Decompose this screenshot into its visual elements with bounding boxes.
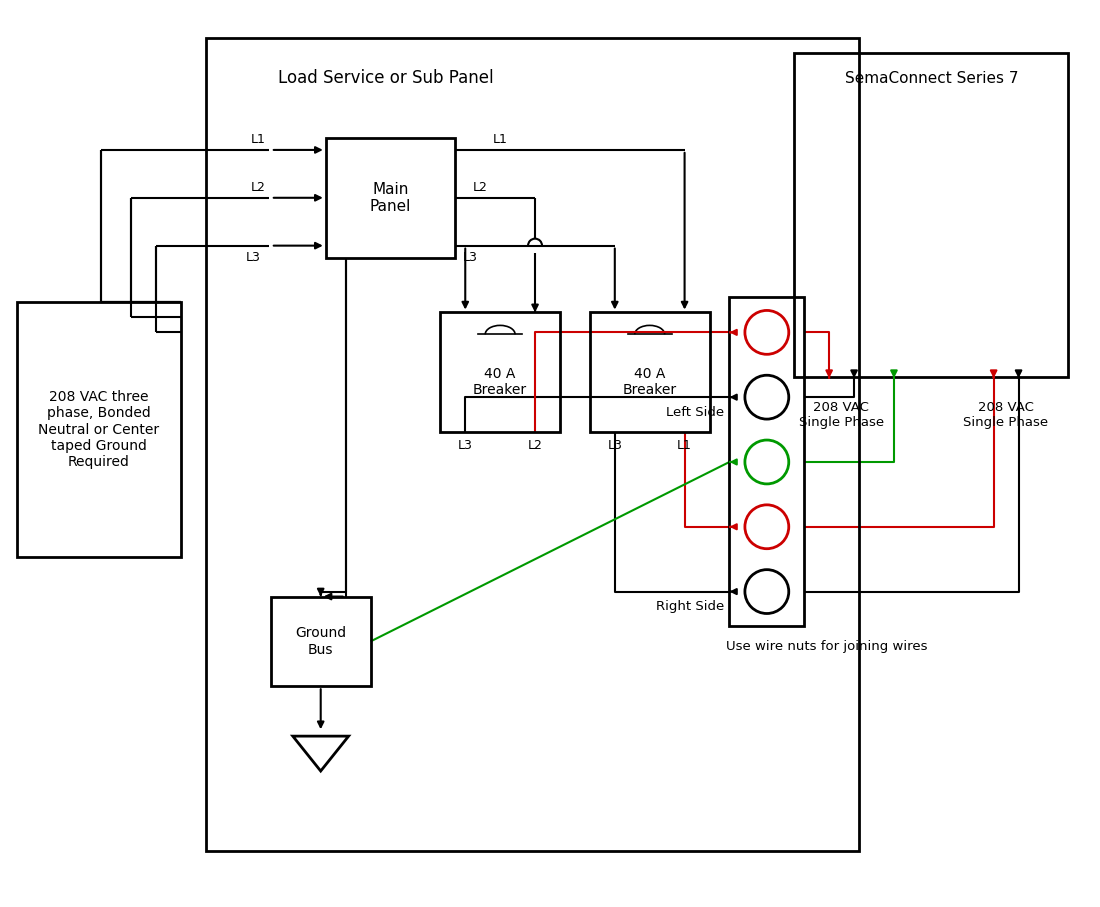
Text: 208 VAC
Single Phase: 208 VAC Single Phase <box>799 401 883 429</box>
Text: L3: L3 <box>463 251 477 264</box>
Text: Use wire nuts for joining wires: Use wire nuts for joining wires <box>726 640 927 653</box>
Text: L2: L2 <box>251 181 265 194</box>
Bar <box>271 597 371 687</box>
Text: 40 A
Breaker: 40 A Breaker <box>473 367 527 397</box>
Text: L1: L1 <box>251 133 265 146</box>
Bar <box>440 312 560 432</box>
Text: 208 VAC three
phase, Bonded
Neutral or Center
taped Ground
Required: 208 VAC three phase, Bonded Neutral or C… <box>39 390 160 469</box>
Text: Right Side: Right Side <box>657 600 725 613</box>
Text: Left Side: Left Side <box>667 405 725 419</box>
Bar <box>326 138 455 258</box>
Text: Load Service or Sub Panel: Load Service or Sub Panel <box>277 69 493 87</box>
Text: SemaConnect Series 7: SemaConnect Series 7 <box>845 71 1019 85</box>
Bar <box>16 302 182 557</box>
Text: L3: L3 <box>245 251 261 264</box>
Text: Main
Panel: Main Panel <box>370 181 411 214</box>
Bar <box>794 54 1068 377</box>
Text: L1: L1 <box>678 438 692 452</box>
Bar <box>729 297 804 627</box>
Text: L2: L2 <box>528 438 542 452</box>
Text: 40 A
Breaker: 40 A Breaker <box>623 367 676 397</box>
Text: L1: L1 <box>493 133 507 146</box>
Text: Ground
Bus: Ground Bus <box>295 627 346 657</box>
Bar <box>590 312 710 432</box>
Text: 208 VAC
Single Phase: 208 VAC Single Phase <box>962 401 1048 429</box>
Text: L3: L3 <box>607 438 623 452</box>
Text: L2: L2 <box>473 181 487 194</box>
Bar <box>206 38 859 851</box>
Text: L3: L3 <box>458 438 473 452</box>
